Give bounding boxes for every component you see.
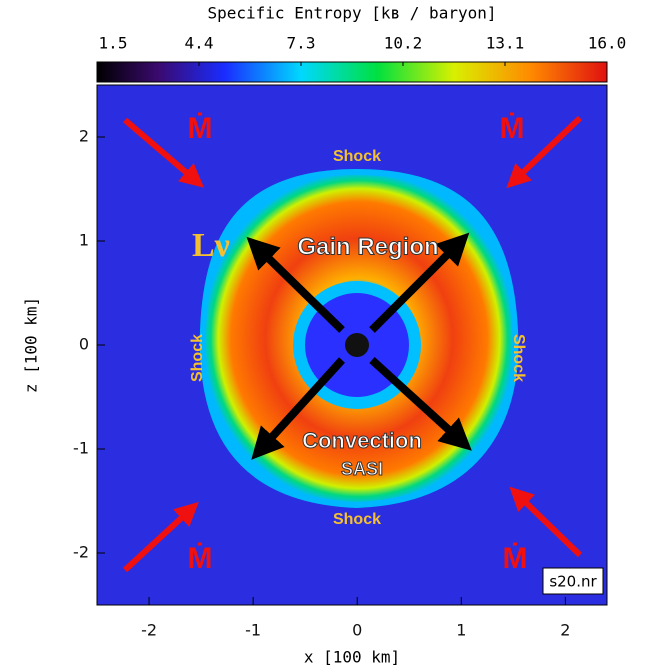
mdot-label: Ṁ xyxy=(188,542,213,575)
convection-label: Convection xyxy=(302,428,422,453)
x-tick-label: -2 xyxy=(141,621,157,640)
luminosity-label: Lν xyxy=(192,227,230,264)
x-tick-label: 2 xyxy=(560,621,570,640)
mdot-label: Ṁ xyxy=(503,542,528,575)
colorbar-tick-label: 16.0 xyxy=(588,34,627,53)
y-tick-label: -2 xyxy=(73,543,89,562)
mdot-label: Ṁ xyxy=(500,112,525,145)
mdot-label: Ṁ xyxy=(188,112,213,145)
gain-region-label: Gain Region xyxy=(297,233,438,260)
shock-label: Shock xyxy=(189,334,206,382)
colorbar-tick-label: 4.4 xyxy=(185,34,214,53)
y-tick-label: 1 xyxy=(79,231,89,250)
shock-label: Shock xyxy=(333,511,381,528)
sasi-label: SASI xyxy=(341,459,383,479)
x-tick-label: 1 xyxy=(456,621,466,640)
shock-label: Shock xyxy=(510,334,527,382)
x-axis-label: x [100 km] xyxy=(304,648,400,667)
colorbar-tick-label: 13.1 xyxy=(486,34,525,53)
y-tick-label: -1 xyxy=(73,439,89,458)
colorbar xyxy=(96,61,608,83)
model-box xyxy=(542,567,604,595)
colorbar-tick-label: 1.5 xyxy=(99,34,128,53)
colorbar-tick-label: 10.2 xyxy=(384,34,423,53)
x-tick-label: 0 xyxy=(352,621,362,640)
y-axis-label: z [100 km] xyxy=(22,297,41,393)
simulation-image xyxy=(97,85,607,605)
y-tick-label: 0 xyxy=(79,335,89,354)
shock-label: Shock xyxy=(333,148,381,165)
y-tick-label: 2 xyxy=(79,127,89,146)
colorbar-tick-label: 7.3 xyxy=(287,34,316,53)
x-tick-label: -1 xyxy=(245,621,261,640)
model-label: s20.nr xyxy=(549,573,597,591)
colorbar-title: Specific Entropy [kʙ / baryon] xyxy=(208,4,497,23)
